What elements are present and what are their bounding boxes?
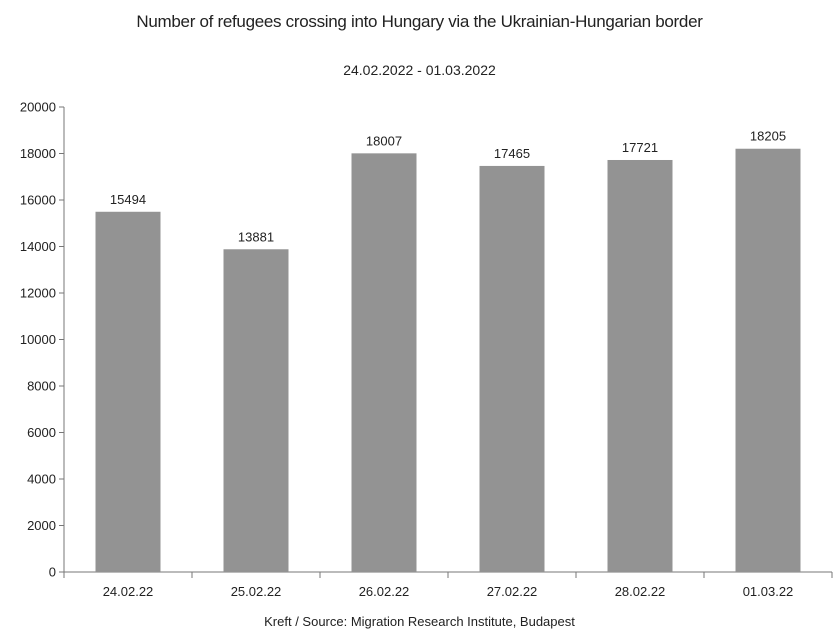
chart-title: Number of refugees crossing into Hungary… <box>136 12 703 31</box>
data-label: 17465 <box>494 146 530 161</box>
source-note: Kreft / Source: Migration Research Insti… <box>264 614 575 629</box>
bar <box>607 159 673 572</box>
y-tick-label: 14000 <box>20 239 56 254</box>
y-tick-label: 0 <box>49 565 56 580</box>
x-tick-label: 24.02.22 <box>103 584 154 599</box>
y-tick-label: 2000 <box>27 518 56 533</box>
bar <box>351 153 417 572</box>
x-tick-label: 25.02.22 <box>231 584 282 599</box>
bar <box>735 148 801 572</box>
y-tick-label: 12000 <box>20 286 56 301</box>
y-tick-label: 20000 <box>20 100 56 115</box>
bar <box>479 165 545 572</box>
bar <box>95 211 161 572</box>
y-tick-label: 4000 <box>27 472 56 487</box>
y-tick-label: 6000 <box>27 425 56 440</box>
y-tick-label: 8000 <box>27 379 56 394</box>
chart-subtitle: 24.02.2022 - 01.03.2022 <box>343 62 496 78</box>
data-label: 15494 <box>110 192 146 207</box>
x-tick-label: 28.02.22 <box>615 584 666 599</box>
y-tick-label: 16000 <box>20 193 56 208</box>
data-label: 17721 <box>622 140 658 155</box>
bar <box>223 249 289 572</box>
y-tick-label: 18000 <box>20 146 56 161</box>
x-tick-label: 26.02.22 <box>359 584 410 599</box>
data-label: 18205 <box>750 129 786 144</box>
x-tick-label: 01.03.22 <box>743 584 794 599</box>
data-label: 18007 <box>366 133 402 148</box>
y-tick-label: 10000 <box>20 332 56 347</box>
data-label: 13881 <box>238 229 274 244</box>
x-tick-label: 27.02.22 <box>487 584 538 599</box>
